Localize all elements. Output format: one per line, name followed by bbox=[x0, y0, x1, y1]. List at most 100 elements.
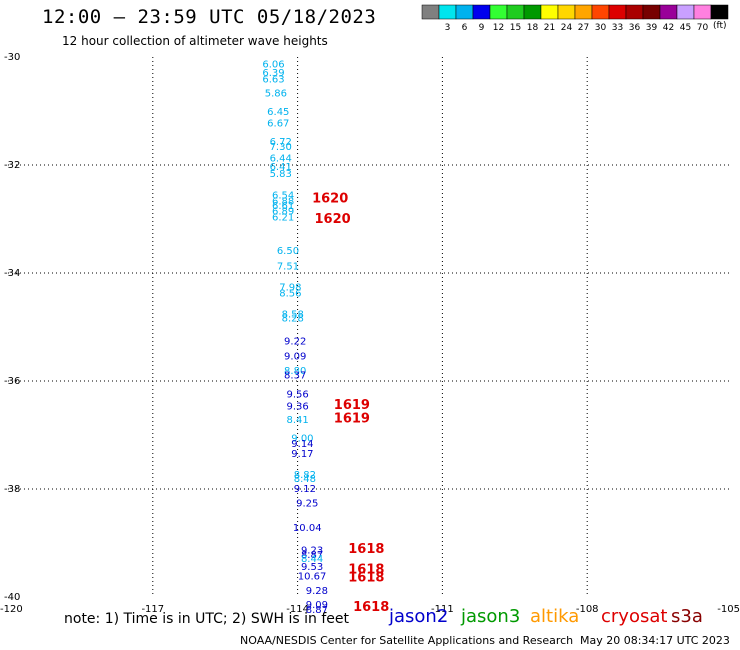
colorbar-label: 24 bbox=[561, 23, 573, 33]
legend-altika: altika bbox=[530, 606, 580, 627]
colorbar-swatch bbox=[421, 4, 440, 20]
swh-point: 6.54 bbox=[272, 191, 294, 202]
swh-point: 6.72 bbox=[270, 137, 292, 148]
swh-point: 7.98 bbox=[279, 283, 301, 294]
colorbar-swatch bbox=[625, 4, 644, 20]
swh-point: 9.53 bbox=[301, 562, 323, 573]
x-tick-label: -120 bbox=[0, 604, 23, 615]
time-label: 1620 bbox=[312, 191, 348, 206]
colorbar-label: 12 bbox=[493, 23, 504, 33]
time-label: 1618 bbox=[348, 570, 384, 585]
colorbar-swatch bbox=[608, 4, 627, 20]
colorbar-label: 33 bbox=[612, 23, 623, 33]
colorbar-swatch bbox=[642, 4, 661, 20]
swh-point: 9.25 bbox=[296, 499, 318, 510]
swh-point: 6.45 bbox=[267, 107, 289, 118]
colorbar-swatch bbox=[591, 4, 610, 20]
swh-point: 6.50 bbox=[277, 246, 299, 257]
colorbar-label: 9 bbox=[479, 23, 485, 33]
swh-point: 6.39 bbox=[262, 68, 284, 79]
colorbar-swatch bbox=[506, 4, 525, 20]
legend-jason3: jason3 bbox=[461, 606, 521, 627]
swh-point: 8.37 bbox=[284, 371, 306, 382]
colorbar-swatch bbox=[489, 4, 508, 20]
swh-labels: 6.066.396.63 5.86 6.456.67 6.727.306.446.41… bbox=[262, 59, 328, 615]
swh-point: 9.00 bbox=[291, 434, 313, 445]
colorbar-swatch bbox=[659, 4, 678, 20]
swh-point: 6.21 bbox=[272, 212, 294, 223]
swh-point: 6.06 bbox=[262, 59, 284, 70]
colorbar-label: 45 bbox=[680, 23, 691, 33]
colorbar-swatch bbox=[455, 4, 474, 20]
colorbar-label: 6 bbox=[462, 23, 468, 33]
swh-point: 8.48 bbox=[294, 474, 316, 485]
colorbar-label: 42 bbox=[663, 23, 674, 33]
swh-point: 6.89 bbox=[272, 206, 294, 217]
swh-point: 6.63 bbox=[262, 75, 284, 86]
footer-credit: NOAA/NESDIS Center for Satellite Applica… bbox=[240, 634, 574, 647]
time-label: 1619 bbox=[334, 398, 370, 413]
colorbar-swatch bbox=[574, 4, 593, 20]
colorbar-label: 15 bbox=[510, 23, 521, 33]
swh-point: 6.61 bbox=[272, 201, 294, 212]
time-label: 1618 bbox=[353, 600, 389, 615]
colorbar-swatch bbox=[557, 4, 576, 20]
colorbar-label: 27 bbox=[578, 23, 589, 33]
swh-point: 8.87 bbox=[301, 550, 323, 561]
x-tick-label: -111 bbox=[431, 604, 454, 615]
axis-ticks: -120 -117 -114 -111 -108 -105 -30 -32 -34 -36 -38 -… bbox=[0, 52, 740, 615]
colorbar-swatch bbox=[693, 4, 712, 20]
swh-point: 10.67 bbox=[298, 571, 327, 582]
colorbar-swatch bbox=[438, 4, 457, 20]
time-label: 1618 bbox=[348, 542, 384, 557]
swh-point: 8.82 bbox=[294, 470, 316, 481]
y-tick-label: -30 bbox=[4, 52, 20, 63]
colorbar-legend: 3 6 9 12 15 18 21 24 27 30 33 36 39 42 45 70 bbox=[421, 4, 729, 33]
colorbar-label: 70 bbox=[697, 23, 709, 33]
swh-point: 5.83 bbox=[270, 169, 292, 180]
swh-point: 9.17 bbox=[291, 449, 313, 460]
swh-point: 7.51 bbox=[277, 261, 299, 272]
y-tick-label: -40 bbox=[4, 592, 20, 603]
swh-point: 8.80 bbox=[284, 366, 306, 377]
swh-point: 6.67 bbox=[267, 118, 289, 129]
y-tick-label: -36 bbox=[4, 376, 20, 387]
y-tick-label: -38 bbox=[4, 484, 20, 495]
swh-point: 8.41 bbox=[286, 415, 308, 426]
footer-note: note: 1) Time is in UTC; 2) SWH is in fe… bbox=[64, 611, 350, 627]
swh-point: 10.04 bbox=[293, 523, 322, 534]
time-label: 1619 bbox=[334, 412, 370, 427]
swh-point: 9.12 bbox=[294, 484, 316, 495]
swh-point: 5.86 bbox=[265, 89, 287, 100]
swh-point: 8.28 bbox=[282, 313, 304, 324]
colorbar-label: 36 bbox=[629, 23, 641, 33]
swh-point: 9.09 bbox=[284, 352, 306, 363]
legend-s3a: s3a bbox=[671, 606, 703, 627]
colorbar-label: 39 bbox=[646, 23, 658, 33]
legend-jason2: jason2 bbox=[389, 606, 449, 627]
colorbar-label: 18 bbox=[527, 23, 539, 33]
colorbar-label: 30 bbox=[595, 23, 607, 33]
grid-lines bbox=[8, 57, 732, 597]
swh-point: 9.14 bbox=[291, 439, 313, 450]
footer-timestamp: May 20 08:34:17 UTC 2023 bbox=[580, 634, 730, 647]
chart-subtitle: 12 hour collection of altimeter wave hei… bbox=[62, 34, 328, 48]
swh-point: 9.09 bbox=[306, 600, 328, 611]
colorbar-swatch bbox=[676, 4, 695, 20]
swh-point: 7.30 bbox=[270, 142, 292, 153]
x-tick-label: -108 bbox=[576, 604, 599, 615]
x-tick-label: -105 bbox=[717, 604, 740, 615]
legend-cryosat: cryosat bbox=[601, 606, 668, 627]
colorbar-swatch bbox=[472, 4, 491, 20]
colorbar-swatch bbox=[523, 4, 542, 20]
swh-point: 8.56 bbox=[279, 288, 301, 299]
chart-title: 12:00 — 23:59 UTC 05/18/2023 bbox=[42, 6, 377, 28]
colorbar-label: 3 bbox=[445, 23, 451, 33]
swh-point: 8.44 bbox=[301, 554, 323, 565]
swh-point: 9.28 bbox=[306, 586, 328, 597]
colorbar-label: 21 bbox=[544, 23, 555, 33]
y-tick-label: -34 bbox=[4, 268, 20, 279]
swh-point: 6.41 bbox=[270, 162, 292, 173]
